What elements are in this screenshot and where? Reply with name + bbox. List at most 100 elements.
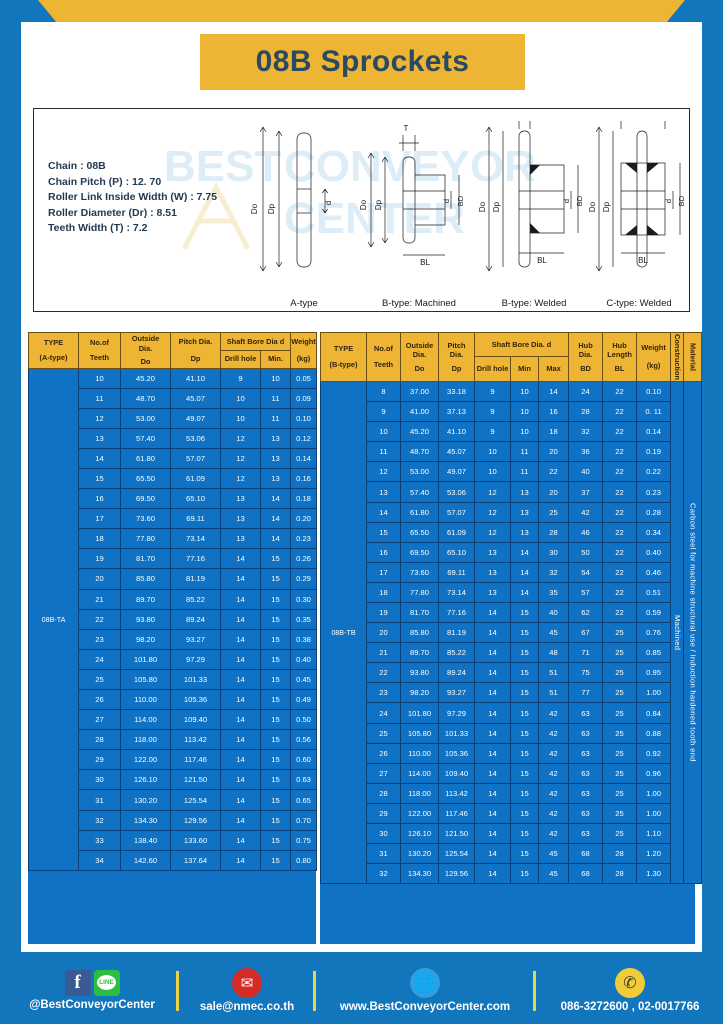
header-construction: Construction (670, 332, 685, 382)
table-cell: 57.40 (400, 481, 439, 503)
table-cell: 45 (537, 843, 570, 865)
svg-text:Do: Do (359, 199, 368, 210)
header-shaft-bore-group: Shaft Bore Dia d (220, 332, 291, 351)
table-cell: 20 (366, 622, 401, 644)
table-cell: 42 (537, 823, 570, 845)
spec-chain-pitch: Chain Pitch (P) : 12. 70 (48, 175, 162, 188)
table-cell: 10 (366, 421, 401, 443)
table-cell: 13 (474, 541, 511, 563)
table-cell: 0.70 (290, 809, 317, 831)
table-cell: 48.70 (120, 387, 171, 409)
svg-text:d: d (664, 199, 673, 203)
table-cell: 0.29 (290, 568, 317, 590)
table-row: 21 89.70 85.22 14 15 0.30 (29, 588, 317, 610)
svg-text:d: d (562, 199, 571, 203)
table-row: 23 98.20 93.27 14 15 0.38 (29, 628, 317, 650)
table-row: 28 118.00 113.42 14 15 0.56 (29, 729, 317, 751)
table-row: 19 81.70 77.16 14 15 0.26 (29, 548, 317, 570)
table-cell: 11 (366, 441, 401, 463)
table-cell: 77.80 (400, 581, 439, 604)
table-cell: 20 (537, 441, 570, 463)
table-cell: 48.70 (400, 441, 439, 463)
table-cell: 11 (260, 387, 291, 409)
svg-text:BL: BL (537, 256, 547, 265)
table-cell: 14 (260, 488, 291, 510)
table-row: 18 77.80 73.14 13 14 35 57 22 0.51 (321, 581, 702, 604)
footer-phone[interactable]: ✆ 086-3272600 , 02-0017766 (540, 959, 720, 1021)
table-cell: 113.42 (170, 729, 221, 751)
footer-divider-2 (313, 971, 316, 1011)
table-cell: 42 (537, 802, 570, 825)
table-cell: 14 (474, 843, 511, 865)
table-cell: 57.07 (170, 447, 221, 469)
svg-text:Do: Do (589, 201, 597, 212)
table-cell: 1.00 (636, 682, 672, 704)
type-label-cell: 08B-TB (320, 380, 367, 885)
mail-icon[interactable]: ✉ (232, 967, 262, 998)
table-cell: 14 (220, 688, 261, 711)
table-cell: 129.56 (438, 863, 475, 885)
table-cell: 13 (260, 447, 291, 469)
table-cell: 14 (474, 682, 511, 704)
table-cell: 0.10 (290, 407, 317, 429)
table-cell: 15 (510, 662, 539, 684)
table-cell: 12 (220, 427, 261, 449)
table-cell: 28 (602, 863, 638, 885)
table-cell: 12 (220, 467, 261, 490)
table-cell: 14 (510, 541, 539, 563)
table-cell: 63 (568, 782, 604, 804)
footer-website[interactable]: 🌐 www.BestConveyorCenter.com (320, 959, 530, 1021)
table-cell: 0.56 (290, 729, 317, 751)
phone-numbers: 086-3272600 , 02-0017766 (560, 1000, 700, 1013)
table-cell: 117.46 (170, 749, 221, 771)
table-cell: 28 (568, 401, 604, 423)
table-cell: 121.50 (170, 769, 221, 791)
diagram-caption: C-type: Welded (606, 298, 672, 309)
table-cell: 14 (220, 829, 261, 851)
footer-email[interactable]: ✉ sale@nmec.co.th (182, 959, 312, 1021)
table-cell: 89.24 (170, 608, 221, 630)
table-cell: 81.19 (170, 568, 221, 590)
table-cell: 24 (568, 380, 604, 403)
table-cell: 11 (510, 441, 539, 463)
table-cell: 73.14 (170, 528, 221, 550)
svg-text:BD: BD (456, 195, 465, 206)
facebook-icon[interactable]: f (64, 969, 91, 996)
table-cell: 18 (537, 421, 570, 443)
diagram-b-type-welded: Do Dp d BD BL B-type: Welded (478, 113, 589, 311)
table-cell: 22 (602, 602, 638, 624)
table-cell: 61.09 (438, 521, 475, 543)
table-cell: 0.26 (290, 548, 317, 570)
table-cell: 15 (510, 782, 539, 804)
table-cell: 9 (474, 421, 511, 443)
table-cell: 101.80 (400, 702, 439, 724)
table-cell: 0.12 (290, 427, 317, 449)
header-outside-dia: Outside Dia. Do (400, 332, 439, 382)
table-cell: 71 (568, 642, 604, 664)
table-cell: 32 (568, 421, 604, 443)
table-cell: 65.10 (438, 541, 475, 563)
footer-social[interactable]: f LINE @BestConveyorCenter (6, 959, 178, 1021)
table-cell: 53.00 (400, 461, 439, 483)
table-cell: 65.50 (400, 521, 439, 543)
table-cell: 0.76 (636, 622, 672, 644)
table-cell: 129.56 (170, 809, 221, 831)
table-cell: 14 (474, 762, 511, 784)
table-cell: 50 (568, 541, 604, 563)
table-cell: 51 (537, 682, 570, 704)
table-cell: 0.63 (290, 769, 317, 791)
table-cell: 21 (78, 588, 121, 610)
table-cell: 9 (366, 401, 401, 423)
phone-icon[interactable]: ✆ (615, 967, 645, 998)
b-type-table-body: 08B-TB 8 37.00 33.18 9 10 14 24 22 0.10 Machined Ca… (320, 380, 703, 885)
table-cell: 1.10 (636, 823, 672, 845)
header-hub-length: Hub Length BL (602, 332, 638, 382)
table-cell: 105.36 (170, 688, 221, 711)
table-row: 16 69.50 65.10 13 14 0.18 (29, 488, 317, 510)
table-cell: 126.10 (120, 769, 171, 791)
line-icon[interactable]: LINE (93, 969, 120, 996)
table-cell: 15 (510, 823, 539, 845)
globe-icon[interactable]: 🌐 (410, 967, 440, 998)
table-cell: 0.88 (636, 722, 672, 744)
table-cell: 25 (602, 742, 638, 764)
